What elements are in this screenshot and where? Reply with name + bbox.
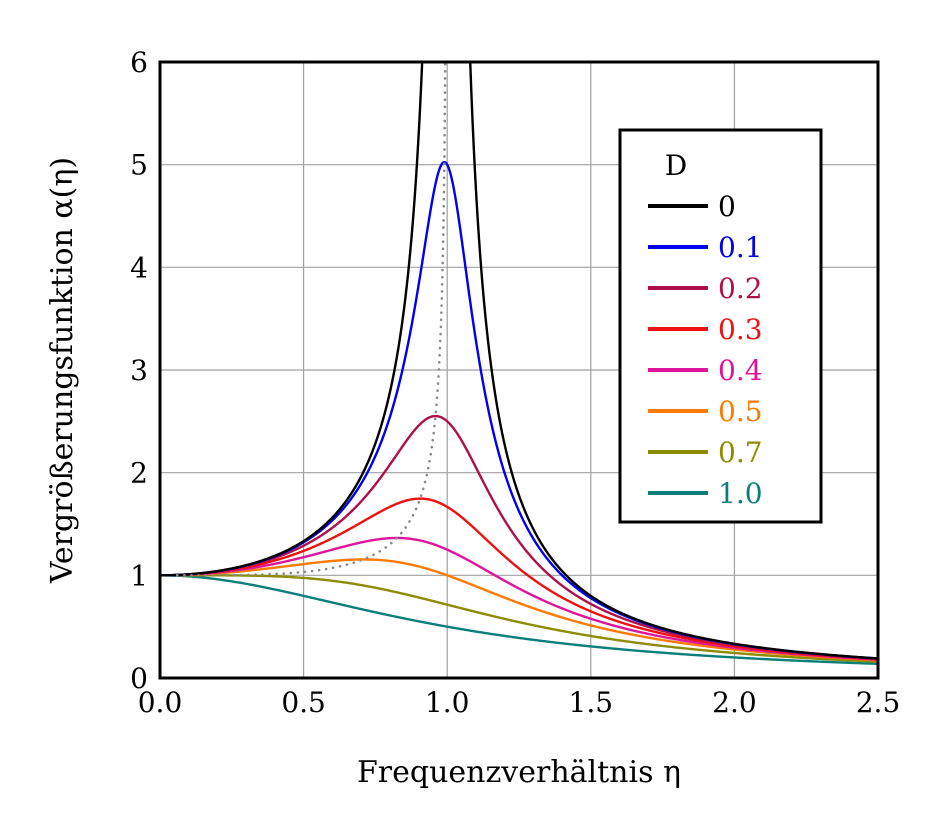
x-tick-label: 1.0 (425, 686, 470, 719)
series-line-0.7 (160, 574, 878, 663)
legend-label-0: 0 (718, 190, 736, 223)
y-tick-label: 5 (130, 149, 148, 182)
y-tick-label: 0 (130, 662, 148, 695)
series-line-0 (160, 62, 878, 660)
x-tick-label: 2.0 (712, 686, 757, 719)
series-line-1.0 (160, 574, 878, 666)
series-line-0.5 (160, 558, 878, 662)
x-tick-label: 0.5 (281, 686, 326, 719)
y-tick-label: 2 (130, 457, 148, 490)
x-axis-label: Frequenzverhältnis η (357, 755, 681, 790)
legend-label-0.3: 0.3 (718, 313, 763, 346)
legend-label-1.0: 1.0 (718, 477, 763, 510)
x-tick-label: 0.0 (138, 686, 183, 719)
legend: D 0 0.1 0.2 0.3 0.4 0.5 0.7 1.0 (618, 128, 823, 524)
legend-label-0.7: 0.7 (718, 436, 763, 469)
legend-label-0.1: 0.1 (718, 231, 763, 264)
series-layer (160, 62, 878, 666)
x-tick-label: 1.5 (569, 686, 614, 719)
resonance-layer (175, 62, 447, 577)
series-line-0.4 (160, 536, 878, 661)
x-tick-label: 2.5 (856, 686, 901, 719)
legend-box (618, 128, 823, 524)
resonance-peak-curve (175, 62, 447, 577)
y-axis-ticks: 0 1 2 3 4 5 6 (130, 46, 148, 695)
y-tick-label: 3 (130, 354, 148, 387)
y-tick-label: 1 (130, 559, 148, 592)
y-tick-label: 6 (130, 46, 148, 79)
x-axis-ticks: 0.0 0.5 1.0 1.5 2.0 2.5 (138, 686, 901, 719)
plot-frame (158, 60, 880, 680)
legend-items: 0 0.1 0.2 0.3 0.4 0.5 0.7 1.0 (648, 190, 763, 510)
y-axis-label: Vergrößerungsfunktion α(η) (45, 157, 80, 584)
y-tick-label: 4 (130, 251, 148, 284)
legend-title: D (665, 149, 687, 182)
legend-label-0.5: 0.5 (718, 395, 763, 428)
legend-label-0.2: 0.2 (718, 272, 763, 305)
legend-label-0.4: 0.4 (718, 354, 763, 387)
